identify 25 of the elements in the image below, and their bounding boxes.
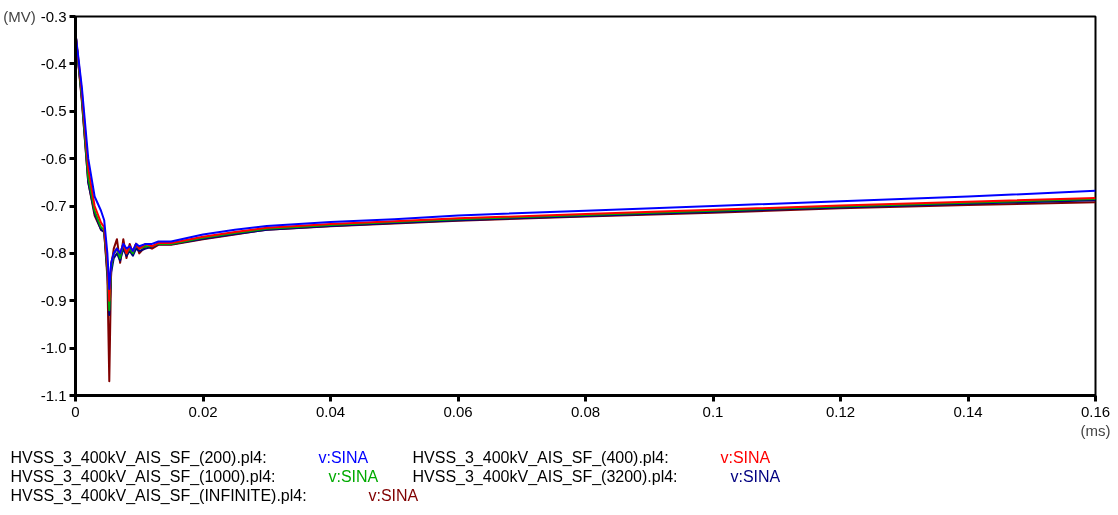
x-tick-label: 0.1 xyxy=(702,402,724,420)
x-axis-title: (ms) xyxy=(1080,421,1111,439)
y-tick-label: -0.4 xyxy=(40,54,67,72)
y-tick-label: -0.6 xyxy=(40,149,67,167)
text: HVSS_3_400kV_AIS_SF_(INFINITE).pl4: v:SINA xyxy=(10,487,419,504)
y-axis-title: (MV) xyxy=(3,8,36,25)
x-tick-label: 0.02 xyxy=(188,402,218,420)
y-tick-label: -1.0 xyxy=(40,339,67,357)
x-tick-label: 0.14 xyxy=(953,402,983,420)
text: HVSS_3_400kV_AIS_SF_(400).pl4: v:SINA xyxy=(412,449,771,466)
y-tick-label: -0.5 xyxy=(40,102,67,120)
y-tick-label: -1.1 xyxy=(40,386,67,404)
y-tick-label: -0.9 xyxy=(40,291,67,309)
x-tick-label: 0.12 xyxy=(825,402,856,420)
x-tick-label: 0.06 xyxy=(443,402,473,420)
x-tick-label: 0.04 xyxy=(315,402,346,420)
x-tick-label: 0 xyxy=(71,402,80,420)
text: HVSS_3_400kV_AIS_SF_(3200).pl4: v:SINA xyxy=(412,468,781,485)
y-tick-label: -0.8 xyxy=(40,244,67,262)
text: HVSS_3_400kV_AIS_SF_(1000).pl4: v:SINA xyxy=(10,468,379,485)
text: HVSS_3_400kV_AIS_SF_(200).pl4: v:SINA xyxy=(10,449,369,466)
x-tick-label: 0.16 xyxy=(1080,402,1111,420)
y-tick-label: -0.7 xyxy=(40,197,67,214)
x-tick-label: 0.08 xyxy=(570,402,601,420)
y-tick-label: -0.3 xyxy=(40,7,67,25)
